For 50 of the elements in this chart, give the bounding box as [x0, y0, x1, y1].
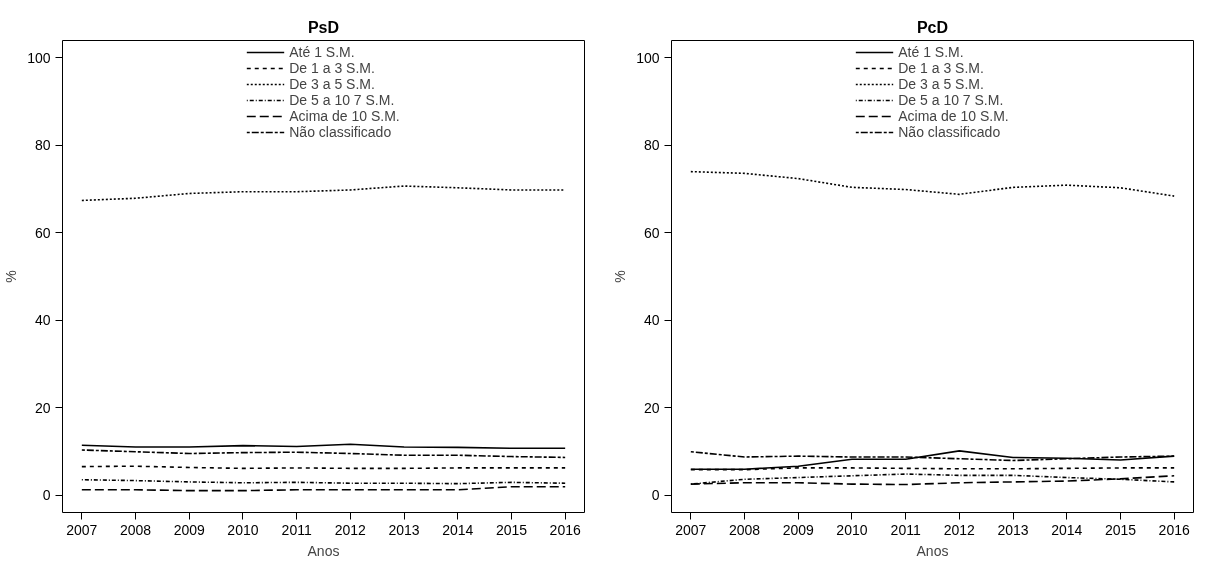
x-tick-label: 2009 — [782, 521, 815, 538]
x-tick-label: 2015 — [1104, 521, 1137, 538]
x-tick-label: 2010 — [227, 521, 259, 538]
x-tick-label: 2007 — [675, 521, 707, 538]
chart-title: PcD — [916, 18, 949, 36]
x-tick-label: 2008 — [728, 521, 761, 538]
x-tick-label: 2008 — [119, 521, 152, 538]
x-tick-label: 2011 — [281, 521, 312, 538]
y-tick-label: 100 — [27, 49, 51, 66]
legend-label: De 5 a 10 7 S.M. — [898, 92, 1004, 108]
y-tick-label: 0 — [42, 487, 51, 504]
y-tick-label: 40 — [34, 312, 51, 329]
y-tick-label: 100 — [636, 49, 660, 66]
y-axis-title: % — [612, 270, 629, 283]
y-tick-label: 80 — [643, 137, 660, 154]
legend-label: Acima de 10 S.M. — [898, 108, 1009, 124]
y-tick-label: 0 — [651, 487, 660, 504]
x-tick-label: 2011 — [890, 521, 921, 538]
x-tick-label: 2013 — [997, 521, 1029, 538]
x-tick-label: 2014 — [442, 521, 474, 538]
y-tick-label: 60 — [643, 224, 660, 241]
x-tick-label: 2009 — [173, 521, 206, 538]
legend-label: Até 1 S.M. — [898, 44, 964, 60]
legend-label: De 1 a 3 S.M. — [898, 60, 984, 76]
x-tick-label: 2013 — [388, 521, 420, 538]
x-tick-label: 2016 — [1158, 521, 1190, 538]
y-tick-label: 20 — [34, 399, 51, 416]
x-axis-title: Anos — [916, 542, 949, 559]
legend-label: De 1 a 3 S.M. — [289, 60, 375, 76]
legend-label: De 3 a 5 S.M. — [898, 76, 984, 92]
x-tick-label: 2012 — [943, 521, 976, 538]
x-tick-label: 2014 — [1051, 521, 1083, 538]
x-tick-label: 2010 — [836, 521, 868, 538]
x-axis-title: Anos — [307, 542, 340, 559]
y-tick-label: 40 — [643, 312, 660, 329]
y-tick-label: 20 — [643, 399, 660, 416]
legend-label: De 5 a 10 7 S.M. — [289, 92, 395, 108]
legend-label: Não classificado — [898, 124, 1001, 140]
x-tick-label: 2016 — [549, 521, 581, 538]
y-tick-label: 60 — [34, 224, 51, 241]
legend-label: Até 1 S.M. — [289, 44, 355, 60]
legend-label: Acima de 10 S.M. — [289, 108, 400, 124]
legend-label: De 3 a 5 S.M. — [289, 76, 375, 92]
y-tick-label: 80 — [34, 137, 51, 154]
legend-label: Não classificado — [289, 124, 392, 140]
x-tick-label: 2012 — [334, 521, 367, 538]
x-tick-label: 2015 — [495, 521, 528, 538]
x-tick-label: 2007 — [66, 521, 98, 538]
y-axis-title: % — [3, 270, 20, 283]
chart-title: PsD — [307, 18, 340, 36]
